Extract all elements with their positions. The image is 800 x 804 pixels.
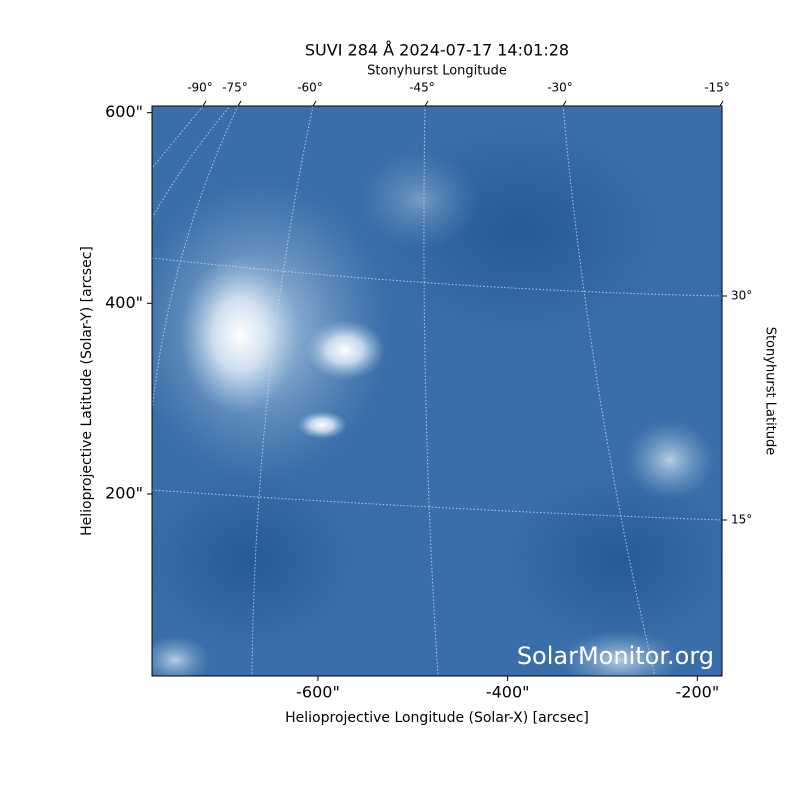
top-tick-label: -30° — [547, 81, 573, 95]
top-tick-label: -45° — [409, 81, 435, 95]
top-tick — [202, 100, 207, 107]
top-tick-label: -90° — [187, 81, 213, 95]
bright-region — [152, 635, 210, 676]
plot-frame — [151, 105, 723, 677]
active-region — [305, 320, 385, 380]
y-tick-label: 200" — [105, 483, 143, 502]
chart-title: SUVI 284 Å 2024-07-17 14:01:28 — [305, 41, 569, 60]
x-tick-label: -200" — [676, 683, 720, 702]
top-tick — [312, 100, 317, 107]
watermark: SolarMonitor.org — [517, 642, 714, 670]
y-tick-label: 400" — [105, 293, 143, 312]
top-tick — [562, 100, 567, 107]
graticule — [152, 106, 722, 676]
top-tick — [719, 100, 724, 107]
longitude-grid-line — [562, 106, 656, 676]
dark-region — [500, 470, 722, 650]
bright-region — [625, 420, 715, 500]
longitude-grid-line — [423, 106, 439, 676]
y-axis-label: Helioprojective Latitude (Solar-Y) [arcs… — [79, 246, 95, 536]
top-tick — [237, 100, 242, 107]
latitude-grid-line — [152, 489, 722, 521]
latitude-grid-line — [152, 257, 722, 297]
bright-region — [560, 630, 680, 676]
longitude-grid-line — [251, 106, 314, 676]
solar-image — [152, 106, 722, 676]
top-tick — [424, 100, 429, 107]
x-axis-label: Helioprojective Longitude (Solar-X) [arc… — [285, 710, 589, 726]
y-tick-label: 600" — [105, 102, 143, 121]
top-axis-label: Stonyhurst Longitude — [367, 64, 507, 79]
bright-region — [360, 150, 480, 250]
graticule-line — [152, 106, 231, 219]
right-tick-label: 30° — [731, 289, 752, 303]
right-tick-label: 15° — [731, 513, 752, 527]
right-axis-label: Stonyhurst Latitude — [763, 327, 778, 456]
x-tick-label: -400" — [486, 683, 530, 702]
bright-point — [297, 411, 347, 439]
longitude-grid-line — [152, 106, 204, 169]
dark-region — [152, 470, 360, 650]
x-tick-label: -600" — [296, 683, 340, 702]
top-tick-label: -15° — [704, 81, 730, 95]
longitude-grid-line — [152, 106, 239, 411]
top-tick-label: -75° — [222, 81, 248, 95]
longitude-grid-line — [719, 106, 722, 112]
active-region — [180, 255, 300, 415]
top-tick-label: -60° — [297, 81, 323, 95]
